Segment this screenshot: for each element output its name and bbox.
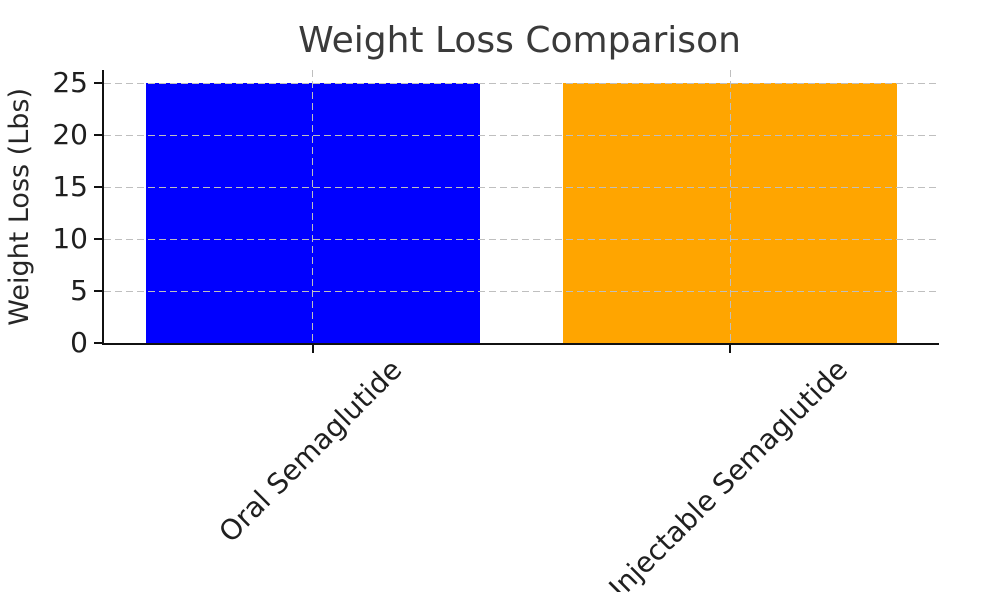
y-tick-mark: [94, 82, 102, 84]
x-tick-mark: [729, 345, 732, 353]
x-tick-label: Oral Semaglutide: [212, 353, 409, 549]
y-axis-label-text: Weight Loss (Lbs): [4, 87, 35, 326]
y-tick-mark: [94, 134, 102, 136]
y-tick-label: 10: [52, 222, 88, 255]
y-tick-mark: [94, 290, 102, 292]
y-tick-mark: [94, 186, 102, 188]
y-gridline: [104, 186, 939, 188]
y-tick-mark: [94, 342, 102, 344]
y-tick-label: 20: [52, 118, 88, 151]
y-gridline: [104, 238, 939, 240]
y-tick-label: 25: [52, 66, 88, 99]
x-tick-mark: [311, 345, 314, 353]
plot-area: 0 5 10 15 20 25 Oral Semaglutide Injectable Sem…: [52, 69, 939, 592]
chart-title: Weight Loss Comparison: [298, 20, 741, 61]
y-tick-mark: [94, 238, 102, 240]
y-tick-label: 0: [70, 326, 88, 359]
y-tick-label: 5: [70, 274, 88, 307]
x-gridline: [729, 70, 731, 343]
y-gridline: [104, 134, 939, 136]
y-gridline: [104, 82, 939, 84]
y-tick-label: 15: [52, 170, 88, 203]
x-tick-label: Injectable Semaglutide: [602, 353, 855, 592]
x-gridline: [312, 70, 314, 343]
y-gridline: [104, 290, 939, 292]
y-axis-label: Weight Loss (Lbs): [4, 70, 35, 343]
